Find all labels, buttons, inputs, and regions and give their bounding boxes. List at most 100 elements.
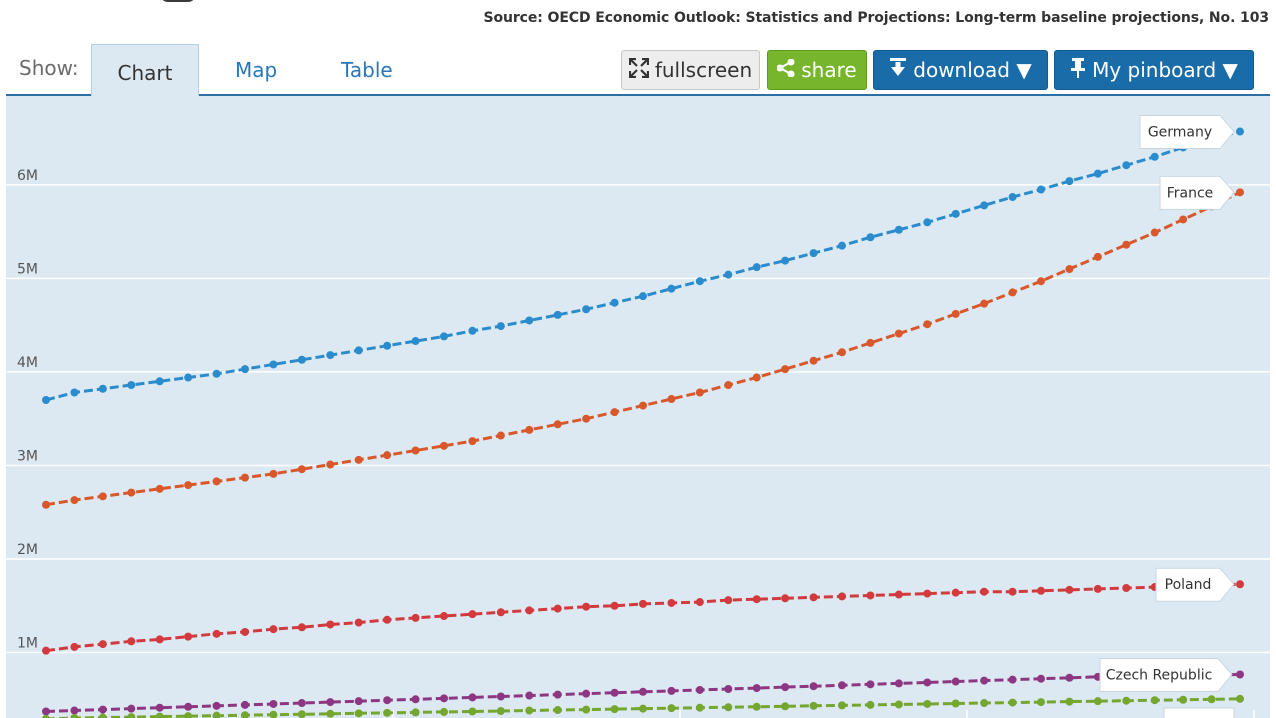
pinboard-label: My pinboard ▼ [1092, 58, 1238, 82]
series-line-france [45, 190, 1241, 507]
data-point-france [866, 338, 875, 347]
data-point-unlabeled [269, 710, 278, 718]
tab-chart[interactable]: Chart [91, 44, 199, 96]
data-point-czech-republic [42, 707, 50, 716]
data-point-france [809, 356, 818, 365]
data-point-germany [127, 381, 136, 390]
data-point-france [1008, 288, 1017, 297]
series-label: Poland [1165, 577, 1212, 593]
tab-table[interactable]: Table [341, 58, 393, 82]
data-point-unlabeled [525, 706, 534, 715]
data-point-unlabeled [440, 707, 448, 716]
data-point-poland [781, 594, 790, 603]
data-point-unlabeled [1150, 696, 1159, 705]
data-point-czech-republic [241, 700, 249, 709]
series-label-box [1099, 658, 1233, 693]
data-point-czech-republic [553, 690, 562, 699]
data-point-czech-republic [724, 685, 733, 694]
data-point-czech-republic [582, 689, 591, 698]
data-point-germany [951, 209, 960, 218]
data-point-france [241, 473, 249, 482]
download-label: download ▼ [913, 58, 1032, 82]
data-point-poland [1037, 586, 1045, 595]
data-point-france [639, 401, 647, 410]
data-point-unlabeled [212, 711, 221, 718]
data-point-poland [866, 591, 875, 600]
series-label-box [1163, 707, 1235, 718]
data-point-unlabeled [809, 701, 818, 710]
tab-map[interactable]: Map [235, 58, 278, 82]
data-point-france [269, 469, 278, 478]
data-point-unlabeled [1207, 695, 1216, 704]
data-point-france [1093, 252, 1102, 261]
data-point-czech-republic [212, 701, 221, 710]
data-point-unlabeled [155, 712, 164, 718]
data-point-unlabeled [496, 706, 505, 715]
y-tick-label: 3M [17, 448, 38, 464]
data-point-france [127, 488, 136, 497]
data-point-germany [1122, 161, 1131, 170]
data-point-unlabeled [326, 709, 335, 718]
data-point-poland [496, 608, 505, 617]
data-point-poland [553, 604, 562, 613]
data-point-czech-republic [155, 703, 164, 712]
data-point-germany [1150, 152, 1159, 161]
data-point-unlabeled [667, 704, 676, 713]
data-point-france [411, 446, 420, 455]
data-point-czech-republic [1037, 674, 1045, 683]
data-point-poland [894, 590, 903, 599]
data-point-germany [1037, 185, 1045, 194]
data-point-poland [440, 612, 448, 621]
data-point-unlabeled [553, 706, 562, 715]
fullscreen-button[interactable]: fullscreen [621, 50, 760, 90]
data-point-germany [383, 341, 392, 350]
data-point-poland [695, 598, 704, 607]
series-label: Germany [1148, 125, 1212, 141]
download-icon [889, 57, 907, 83]
data-point-czech-republic [923, 678, 932, 687]
data-point-unlabeled [383, 708, 392, 717]
data-point-unlabeled [354, 709, 363, 718]
data-point-poland [70, 642, 79, 651]
data-point-france [980, 299, 989, 308]
data-point-poland [269, 625, 278, 634]
data-point-poland [724, 596, 733, 605]
data-point-czech-republic [269, 699, 278, 708]
download-button[interactable]: download ▼ [873, 50, 1048, 90]
data-point-poland [1093, 584, 1102, 593]
data-point-france [98, 492, 107, 501]
data-point-france [440, 441, 448, 450]
y-tick-label: 4M [17, 355, 38, 371]
data-point-czech-republic [781, 683, 790, 692]
data-point-france [781, 365, 790, 374]
data-point-unlabeled [297, 710, 306, 718]
data-point-france [1179, 215, 1188, 224]
data-point-unlabeled [1236, 694, 1244, 703]
data-point-czech-republic [951, 677, 960, 686]
data-point-france [212, 477, 221, 486]
y-tick-label: 1M [17, 636, 38, 652]
share-button[interactable]: share [767, 50, 867, 90]
data-point-poland [354, 618, 363, 627]
data-point-germany [468, 326, 477, 335]
data-point-unlabeled [582, 705, 591, 714]
data-point-germany [354, 346, 363, 355]
data-point-unlabeled [127, 713, 136, 718]
data-point-czech-republic [1236, 670, 1244, 679]
data-point-poland [326, 620, 335, 629]
data-point-unlabeled [894, 700, 903, 709]
data-point-france [383, 451, 392, 460]
data-point-unlabeled [752, 702, 761, 711]
data-point-poland [525, 606, 534, 615]
data-point-poland [610, 601, 619, 610]
y-tick-label: 5M [17, 261, 38, 277]
pinboard-button[interactable]: My pinboard ▼ [1054, 50, 1254, 90]
data-point-france [951, 309, 960, 318]
data-point-germany [1008, 193, 1017, 202]
y-tick-label: 2M [17, 542, 38, 558]
chart-title-fragment [160, 0, 196, 2]
data-point-france [42, 500, 50, 509]
data-point-czech-republic [98, 705, 107, 714]
show-label: Show: [19, 56, 79, 80]
data-point-unlabeled [838, 701, 846, 710]
